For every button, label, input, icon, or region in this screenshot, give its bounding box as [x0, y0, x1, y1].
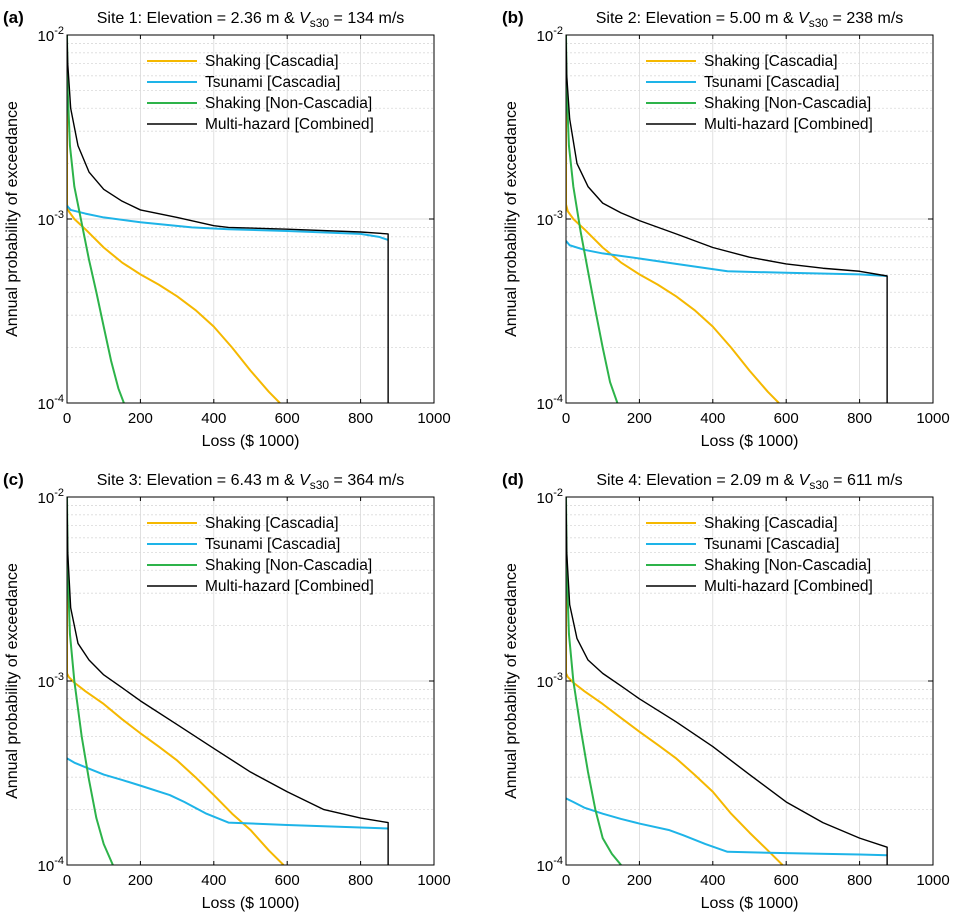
legend-label: Tsunami [Cascadia] — [205, 74, 340, 91]
y-axis-label: Annual probability of exceedance — [503, 101, 520, 337]
legend-label: Multi-hazard [Combined] — [205, 578, 374, 595]
x-axis-label: Loss ($ 1000) — [701, 895, 799, 912]
legend-label: Shaking [Cascadia] — [704, 515, 838, 532]
x-axis-label: Loss ($ 1000) — [202, 433, 300, 450]
legend-label: Multi-hazard [Combined] — [205, 116, 374, 133]
series-line-tsunami-cascadia — [67, 205, 389, 241]
legend-label: Tsunami [Cascadia] — [704, 536, 839, 553]
y-tick-label: 10-4 — [38, 393, 64, 413]
x-tick-label: 600 — [774, 872, 799, 889]
legend: Shaking [Cascadia] Tsunami [Cascadia] Shak… — [646, 53, 873, 133]
y-tick-label: 10-2 — [38, 25, 64, 45]
legend-label: Shaking [Cascadia] — [205, 515, 339, 532]
x-tick-label: 1000 — [417, 872, 450, 889]
series-line-shaking-cascadia — [566, 35, 780, 403]
y-tick-label: 10-3 — [38, 209, 64, 229]
series-line-tsunami-cascadia — [67, 757, 389, 830]
panel-label: (b) — [502, 8, 524, 27]
x-tick-label: 400 — [700, 410, 725, 427]
legend-label: Multi-hazard [Combined] — [704, 116, 873, 133]
x-tick-label: 800 — [348, 410, 373, 427]
x-tick-label: 600 — [275, 410, 300, 427]
x-tick-label: 1000 — [916, 872, 949, 889]
y-tick-label: 10-3 — [537, 671, 563, 691]
y-tick-label: 10-4 — [537, 855, 563, 875]
x-tick-label: 0 — [562, 872, 570, 889]
legend-label: Shaking [Non-Cascadia] — [205, 557, 372, 574]
x-axis-label: Loss ($ 1000) — [202, 895, 300, 912]
x-axis-label: Loss ($ 1000) — [701, 433, 799, 450]
x-tick-label: 400 — [201, 410, 226, 427]
legend-label: Shaking [Non-Cascadia] — [704, 557, 871, 574]
x-tick-label: 400 — [700, 872, 725, 889]
legend: Shaking [Cascadia] Tsunami [Cascadia] Shak… — [646, 515, 873, 595]
chart-panel-4: 0 200 400 600 800 1000 10-4 10-3 10-2 Loss ($ 100… — [502, 470, 950, 912]
x-tick-label: 200 — [128, 410, 153, 427]
series-group — [566, 35, 888, 403]
series-group — [67, 497, 389, 865]
series-line-shaking-cascadia — [67, 497, 285, 865]
legend-label: Shaking [Non-Cascadia] — [205, 95, 372, 112]
chart-panel-3: 0 200 400 600 800 1000 10-4 10-3 10-2 Loss ($ 100… — [3, 470, 451, 912]
x-tick-label: 600 — [774, 410, 799, 427]
panel-title: Site 3: Elevation = 6.43 m & Vs30 = 364 … — [97, 472, 405, 492]
y-axis-label: Annual probability of exceedance — [503, 563, 520, 799]
legend: Shaking [Cascadia] Tsunami [Cascadia] Shak… — [147, 515, 374, 595]
x-tick-label: 800 — [348, 872, 373, 889]
series-group — [566, 497, 888, 865]
legend: Shaking [Cascadia] Tsunami [Cascadia] Shak… — [147, 53, 374, 133]
x-tick-label: 800 — [847, 410, 872, 427]
y-axis-label: Annual probability of exceedance — [4, 101, 21, 337]
x-tick-label: 1000 — [916, 410, 949, 427]
x-tick-label: 1000 — [417, 410, 450, 427]
x-tick-label: 400 — [201, 872, 226, 889]
legend-label: Multi-hazard [Combined] — [704, 578, 873, 595]
series-line-tsunami-cascadia — [566, 240, 888, 277]
chart-panel-1: 0 200 400 600 800 1000 10-4 10-3 10-2 Loss ($ 100… — [3, 8, 451, 450]
legend-label: Tsunami [Cascadia] — [704, 74, 839, 91]
panel-label: (c) — [3, 470, 24, 489]
y-tick-label: 10-4 — [537, 393, 563, 413]
legend-label: Tsunami [Cascadia] — [205, 536, 340, 553]
series-line-multi-hazard-combined — [67, 35, 389, 403]
panel-label: (a) — [3, 8, 24, 27]
series-line-multi-hazard-combined — [566, 497, 888, 865]
x-tick-label: 800 — [847, 872, 872, 889]
series-line-shaking-non-cascadia — [67, 497, 114, 865]
panel-label: (d) — [502, 470, 524, 489]
panel-title: Site 2: Elevation = 5.00 m & Vs30 = 238 … — [596, 10, 904, 30]
x-tick-label: 0 — [63, 410, 71, 427]
y-tick-label: 10-4 — [38, 855, 64, 875]
y-tick-label: 10-2 — [537, 25, 563, 45]
y-tick-label: 10-2 — [38, 487, 64, 507]
x-tick-label: 600 — [275, 872, 300, 889]
legend-label: Shaking [Cascadia] — [704, 53, 838, 70]
series-line-multi-hazard-combined — [566, 35, 888, 403]
x-tick-label: 200 — [128, 872, 153, 889]
y-axis-label: Annual probability of exceedance — [4, 563, 21, 799]
x-tick-label: 0 — [562, 410, 570, 427]
chart-panel-2: 0 200 400 600 800 1000 10-4 10-3 10-2 Loss ($ 100… — [502, 8, 950, 450]
series-line-multi-hazard-combined — [67, 497, 389, 865]
x-tick-label: 200 — [627, 872, 652, 889]
y-tick-label: 10-3 — [537, 209, 563, 229]
x-tick-label: 0 — [63, 872, 71, 889]
y-tick-label: 10-3 — [38, 671, 64, 691]
series-line-shaking-non-cascadia — [566, 497, 622, 865]
series-line-tsunami-cascadia — [566, 797, 888, 857]
series-line-shaking-non-cascadia — [566, 35, 619, 403]
series-line-shaking-cascadia — [67, 35, 281, 403]
series-line-shaking-cascadia — [566, 497, 784, 865]
y-tick-label: 10-2 — [537, 487, 563, 507]
panel-title: Site 1: Elevation = 2.36 m & Vs30 = 134 … — [97, 10, 405, 30]
panel-title: Site 4: Elevation = 2.09 m & Vs30 = 611 … — [596, 472, 902, 492]
series-group — [67, 35, 389, 403]
legend-label: Shaking [Cascadia] — [205, 53, 339, 70]
x-tick-label: 200 — [627, 410, 652, 427]
series-line-shaking-non-cascadia — [67, 35, 125, 403]
legend-label: Shaking [Non-Cascadia] — [704, 95, 871, 112]
